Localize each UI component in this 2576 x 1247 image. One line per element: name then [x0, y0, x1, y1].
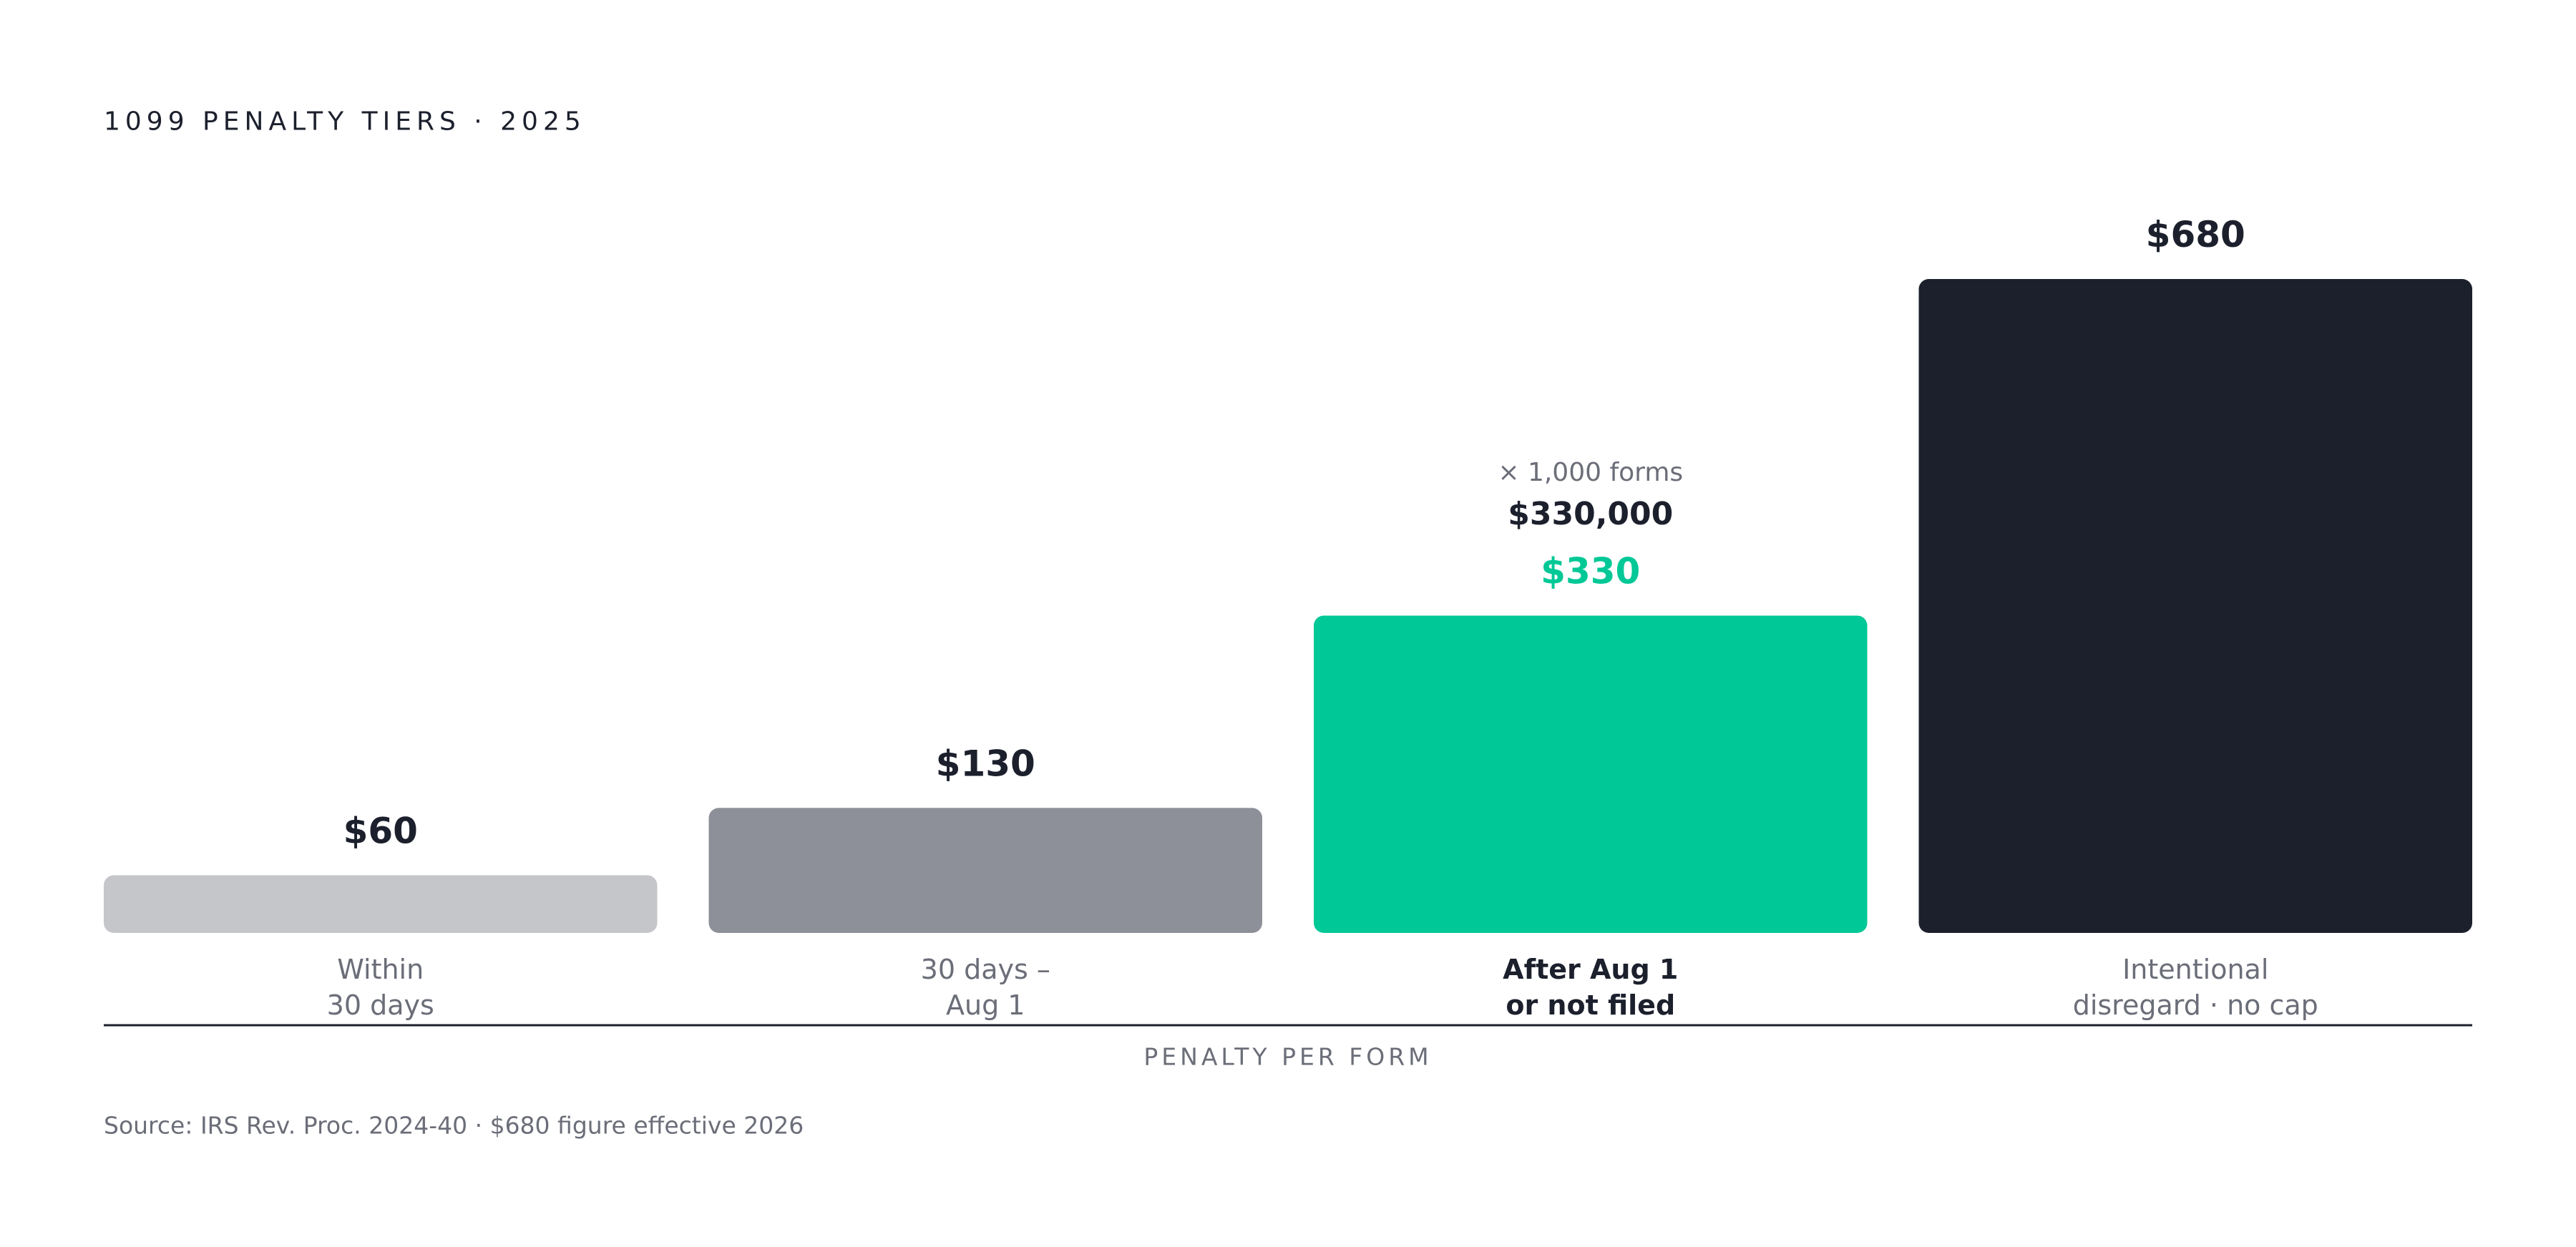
x-tick-label: Aug 1: [946, 989, 1025, 1021]
x-tick-label: 30 days: [327, 989, 434, 1021]
x-tick-label: Intentional: [2122, 954, 2268, 985]
annotation-multiplier: × 1,000 forms: [1498, 458, 1683, 487]
source-note: Source: IRS Rev. Proc. 2024-40 · $680 fi…: [104, 1112, 804, 1140]
annotation-total: $330,000: [1508, 496, 1673, 532]
x-axis-label: PENALTY PER FORM: [1143, 1043, 1432, 1071]
value-label: $330: [1541, 550, 1640, 592]
x-tick-label: After Aug 1: [1503, 954, 1678, 985]
bar: [104, 875, 658, 933]
value-label: $60: [343, 810, 418, 851]
bar: [1918, 279, 2472, 933]
value-label: $130: [936, 743, 1035, 784]
x-tick-label: or not filed: [1506, 989, 1675, 1021]
x-tick-label: 30 days –: [921, 954, 1050, 985]
bar: [708, 808, 1262, 933]
x-tick-label: disregard · no cap: [2073, 989, 2318, 1021]
x-tick-label: Within: [337, 954, 424, 985]
bar: [1314, 615, 1868, 933]
value-label: $680: [2146, 214, 2245, 255]
chart-title: 1099 PENALTY TIERS · 2025: [104, 107, 586, 137]
